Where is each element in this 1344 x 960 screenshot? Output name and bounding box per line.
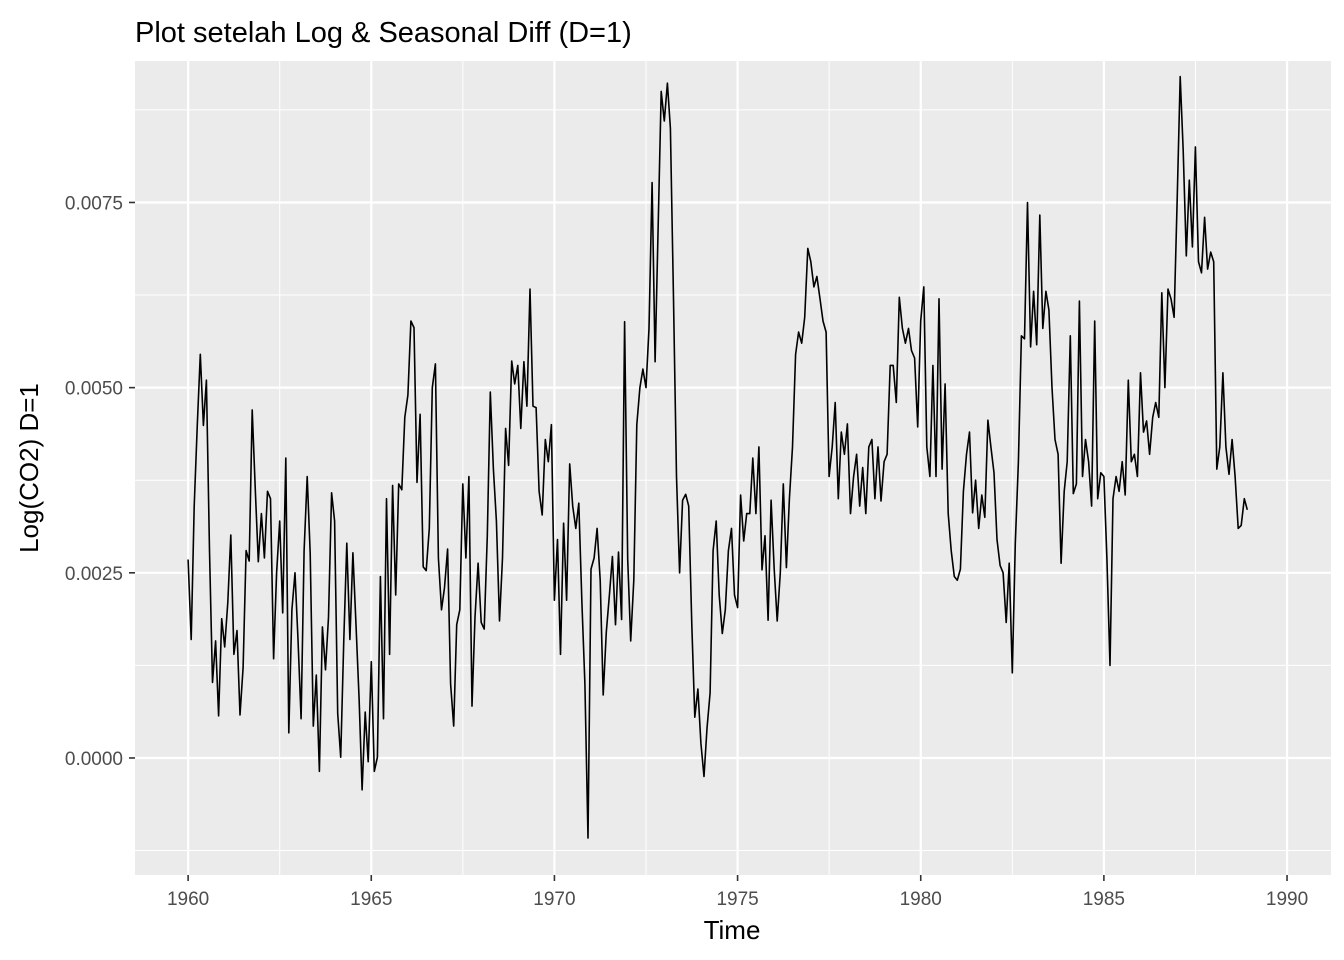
- y-tick-label: 0.0050: [65, 379, 123, 400]
- chart-title: Plot setelah Log & Seasonal Diff (D=1): [135, 17, 632, 49]
- y-tick-label: 0.0075: [65, 193, 123, 214]
- x-tick-label: 1960: [167, 889, 209, 910]
- x-tick-label: 1965: [350, 889, 392, 910]
- x-tick-label: 1975: [716, 889, 758, 910]
- series-line: [187, 75, 1249, 839]
- y-axis-tick-labels: 0.0000 0.0025 0.0050 0.0075: [65, 193, 123, 770]
- x-axis-tick-labels: 1960 1965 1970 1975 1980 1985 1990: [167, 889, 1308, 910]
- x-tick-label: 1980: [900, 889, 942, 910]
- x-tick-label: 1990: [1266, 889, 1308, 910]
- plot-panel: [135, 61, 1331, 875]
- y-axis-title: Log(CO2) D=1: [14, 383, 44, 553]
- x-tick-label: 1970: [533, 889, 575, 910]
- major-gridlines: [135, 61, 1331, 875]
- x-tick-label: 1985: [1083, 889, 1125, 910]
- series-layer: [187, 75, 1249, 839]
- x-axis-ticks: [187, 875, 1288, 881]
- y-tick-label: 0.0000: [65, 749, 123, 770]
- y-tick-label: 0.0025: [65, 564, 123, 585]
- minor-gridlines: [135, 61, 1331, 875]
- y-axis-ticks: [129, 201, 135, 759]
- x-axis-title: Time: [704, 915, 761, 945]
